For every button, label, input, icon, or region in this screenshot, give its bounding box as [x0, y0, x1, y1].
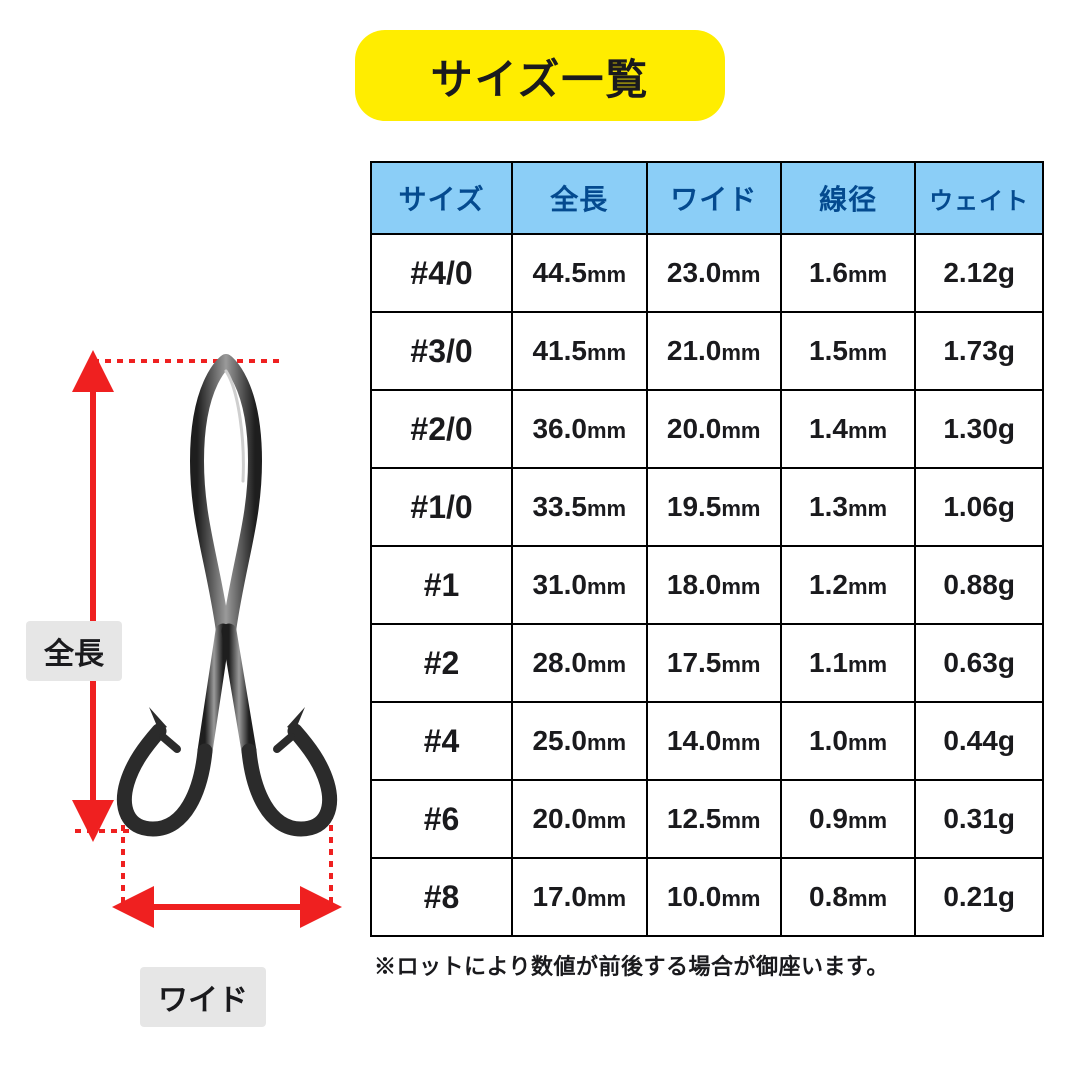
cell-size: #2/0 — [371, 390, 512, 468]
disclaimer-text: ※ロットにより数値が前後する場合が御座います。 — [370, 949, 1044, 981]
table-header-row: サイズ 全長 ワイド 線径 ウェイト — [371, 162, 1043, 234]
cell-weight: 0.44g — [915, 702, 1043, 780]
cell-dia: 1.4mm — [781, 390, 915, 468]
cell-dia: 0.8mm — [781, 858, 915, 936]
table-row: #3/041.5mm21.0mm1.5mm1.73g — [371, 312, 1043, 390]
cell-length: 17.0mm — [512, 858, 646, 936]
cell-dia: 1.5mm — [781, 312, 915, 390]
size-table: サイズ 全長 ワイド 線径 ウェイト #4/044.5mm23.0mm1.6mm… — [370, 161, 1044, 937]
cell-wide: 23.0mm — [647, 234, 781, 312]
cell-size: #6 — [371, 780, 512, 858]
cell-length: 28.0mm — [512, 624, 646, 702]
title-pill: サイズ一覧 — [355, 30, 725, 121]
cell-size: #8 — [371, 858, 512, 936]
wide-label: ワイド — [140, 967, 266, 1027]
cell-weight: 1.06g — [915, 468, 1043, 546]
cell-dia: 1.3mm — [781, 468, 915, 546]
cell-length: 33.5mm — [512, 468, 646, 546]
cell-wide: 12.5mm — [647, 780, 781, 858]
cell-size: #1/0 — [371, 468, 512, 546]
cell-dia: 1.2mm — [781, 546, 915, 624]
cell-dia: 1.6mm — [781, 234, 915, 312]
cell-size: #4 — [371, 702, 512, 780]
main-row: 全長 ワイド サイズ 全長 ワイド 線径 ウェイト #4/044.5mm23.0… — [0, 161, 1080, 981]
page-root: サイズ一覧 — [0, 0, 1080, 1080]
cell-length: 25.0mm — [512, 702, 646, 780]
cell-size: #4/0 — [371, 234, 512, 312]
table-row: #4/044.5mm23.0mm1.6mm2.12g — [371, 234, 1043, 312]
cell-wide: 18.0mm — [647, 546, 781, 624]
table-row: #2/036.0mm20.0mm1.4mm1.30g — [371, 390, 1043, 468]
cell-length: 44.5mm — [512, 234, 646, 312]
cell-weight: 2.12g — [915, 234, 1043, 312]
cell-length: 31.0mm — [512, 546, 646, 624]
cell-wide: 17.5mm — [647, 624, 781, 702]
col-header-wide: ワイド — [647, 162, 781, 234]
cell-wide: 19.5mm — [647, 468, 781, 546]
cell-dia: 0.9mm — [781, 780, 915, 858]
cell-weight: 0.21g — [915, 858, 1043, 936]
cell-weight: 0.31g — [915, 780, 1043, 858]
cell-wide: 21.0mm — [647, 312, 781, 390]
table-row: #131.0mm18.0mm1.2mm0.88g — [371, 546, 1043, 624]
cell-wide: 20.0mm — [647, 390, 781, 468]
cell-weight: 1.73g — [915, 312, 1043, 390]
table-row: #817.0mm10.0mm0.8mm0.21g — [371, 858, 1043, 936]
cell-length: 36.0mm — [512, 390, 646, 468]
cell-size: #2 — [371, 624, 512, 702]
cell-length: 41.5mm — [512, 312, 646, 390]
col-header-size: サイズ — [371, 162, 512, 234]
table-row: #1/033.5mm19.5mm1.3mm1.06g — [371, 468, 1043, 546]
col-header-length: 全長 — [512, 162, 646, 234]
height-label: 全長 — [26, 621, 122, 681]
cell-weight: 0.88g — [915, 546, 1043, 624]
cell-dia: 1.1mm — [781, 624, 915, 702]
table-row: #620.0mm12.5mm0.9mm0.31g — [371, 780, 1043, 858]
table-row: #425.0mm14.0mm1.0mm0.44g — [371, 702, 1043, 780]
cell-dia: 1.0mm — [781, 702, 915, 780]
cell-weight: 1.30g — [915, 390, 1043, 468]
cell-length: 20.0mm — [512, 780, 646, 858]
table-column: サイズ 全長 ワイド 線径 ウェイト #4/044.5mm23.0mm1.6mm… — [370, 161, 1080, 981]
cell-size: #3/0 — [371, 312, 512, 390]
table-row: #228.0mm17.5mm1.1mm0.63g — [371, 624, 1043, 702]
diagram-column: 全長 ワイド — [0, 161, 370, 961]
cell-weight: 0.63g — [915, 624, 1043, 702]
col-header-dia: 線径 — [781, 162, 915, 234]
cell-wide: 10.0mm — [647, 858, 781, 936]
cell-wide: 14.0mm — [647, 702, 781, 780]
cell-size: #1 — [371, 546, 512, 624]
col-header-weight: ウェイト — [915, 162, 1043, 234]
